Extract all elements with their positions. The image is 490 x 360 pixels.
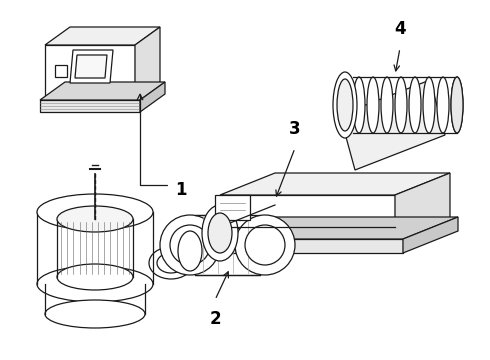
Ellipse shape — [157, 253, 185, 273]
Polygon shape — [403, 217, 458, 253]
Ellipse shape — [451, 77, 463, 133]
Ellipse shape — [367, 77, 379, 133]
Ellipse shape — [178, 231, 202, 271]
Polygon shape — [40, 82, 165, 100]
Polygon shape — [212, 217, 458, 239]
Ellipse shape — [245, 225, 285, 265]
Ellipse shape — [395, 77, 407, 133]
Polygon shape — [75, 55, 107, 78]
Polygon shape — [40, 100, 140, 112]
Ellipse shape — [381, 77, 393, 133]
Polygon shape — [220, 195, 395, 243]
Ellipse shape — [45, 300, 145, 328]
Text: 1: 1 — [175, 181, 187, 199]
Polygon shape — [135, 27, 160, 100]
Ellipse shape — [160, 215, 220, 275]
Polygon shape — [215, 195, 250, 220]
Ellipse shape — [208, 213, 232, 253]
Polygon shape — [55, 65, 67, 77]
Polygon shape — [70, 50, 113, 83]
Text: 2: 2 — [209, 310, 221, 328]
Polygon shape — [45, 27, 160, 45]
Ellipse shape — [409, 77, 421, 133]
Ellipse shape — [57, 264, 133, 290]
Ellipse shape — [149, 247, 193, 279]
Polygon shape — [220, 173, 450, 195]
Ellipse shape — [423, 77, 435, 133]
Ellipse shape — [37, 266, 153, 302]
Text: 3: 3 — [289, 120, 301, 138]
Text: 4: 4 — [394, 20, 406, 38]
Ellipse shape — [353, 77, 365, 133]
Polygon shape — [395, 173, 450, 243]
Ellipse shape — [337, 79, 353, 131]
Ellipse shape — [57, 206, 133, 232]
Ellipse shape — [202, 205, 238, 261]
Ellipse shape — [37, 194, 153, 230]
Ellipse shape — [437, 77, 449, 133]
Polygon shape — [212, 239, 403, 253]
Ellipse shape — [339, 77, 351, 133]
Polygon shape — [340, 80, 445, 170]
Polygon shape — [45, 45, 135, 100]
Polygon shape — [195, 215, 260, 275]
Ellipse shape — [333, 72, 357, 138]
Ellipse shape — [235, 215, 295, 275]
Ellipse shape — [451, 77, 463, 133]
Polygon shape — [190, 241, 220, 257]
Polygon shape — [140, 82, 165, 112]
Ellipse shape — [170, 225, 210, 265]
